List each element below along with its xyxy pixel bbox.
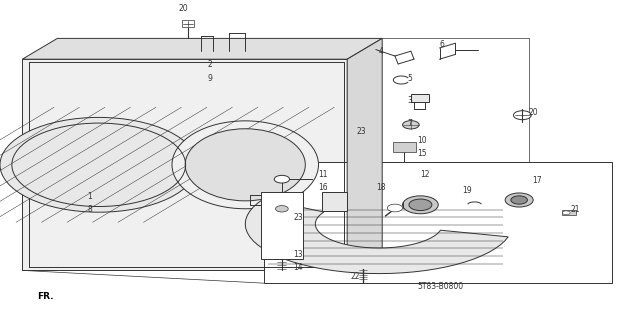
Text: 13: 13 [293,250,303,259]
Bar [261,192,303,259]
FancyBboxPatch shape [182,20,194,27]
Circle shape [403,196,438,214]
Text: 10: 10 [417,136,427,145]
Bar [264,162,612,283]
Text: 22: 22 [350,272,360,281]
Text: 5: 5 [408,74,413,83]
Text: 3: 3 [408,96,413,105]
Text: 20: 20 [178,4,188,12]
Text: 1: 1 [88,192,92,201]
Text: 18: 18 [376,183,385,192]
Ellipse shape [172,121,318,209]
Circle shape [274,175,289,183]
Circle shape [409,199,432,211]
Text: 20: 20 [529,108,538,116]
Text: 17: 17 [532,176,541,185]
Circle shape [505,193,533,207]
Bar [393,142,416,152]
Text: 15: 15 [417,149,427,158]
Circle shape [562,211,570,215]
Text: 8: 8 [88,205,92,214]
Circle shape [387,204,403,212]
Text: 21: 21 [570,205,580,214]
Text: 4: 4 [379,47,384,56]
Text: 5T83-B0800: 5T83-B0800 [417,282,463,291]
Bar [411,94,429,102]
Bar [22,59,347,270]
Text: 16: 16 [318,183,328,192]
Text: 9: 9 [207,74,212,83]
Polygon shape [347,38,382,270]
Text: 12: 12 [420,170,430,179]
Circle shape [275,206,288,212]
Ellipse shape [0,117,197,212]
Text: FR.: FR. [37,292,54,301]
Text: 23: 23 [293,213,303,222]
Circle shape [403,121,419,129]
Text: 7: 7 [408,119,413,128]
Bar [322,192,347,211]
Polygon shape [22,38,382,59]
Text: 11: 11 [318,170,328,179]
Circle shape [511,196,527,204]
Text: 6: 6 [440,40,445,49]
Text: 2: 2 [207,60,211,68]
Ellipse shape [185,129,305,201]
Text: 14: 14 [293,263,303,272]
Text: 19: 19 [462,186,471,195]
Text: 23: 23 [357,127,366,136]
Bar [562,210,576,215]
Polygon shape [245,199,508,274]
Circle shape [513,111,531,120]
